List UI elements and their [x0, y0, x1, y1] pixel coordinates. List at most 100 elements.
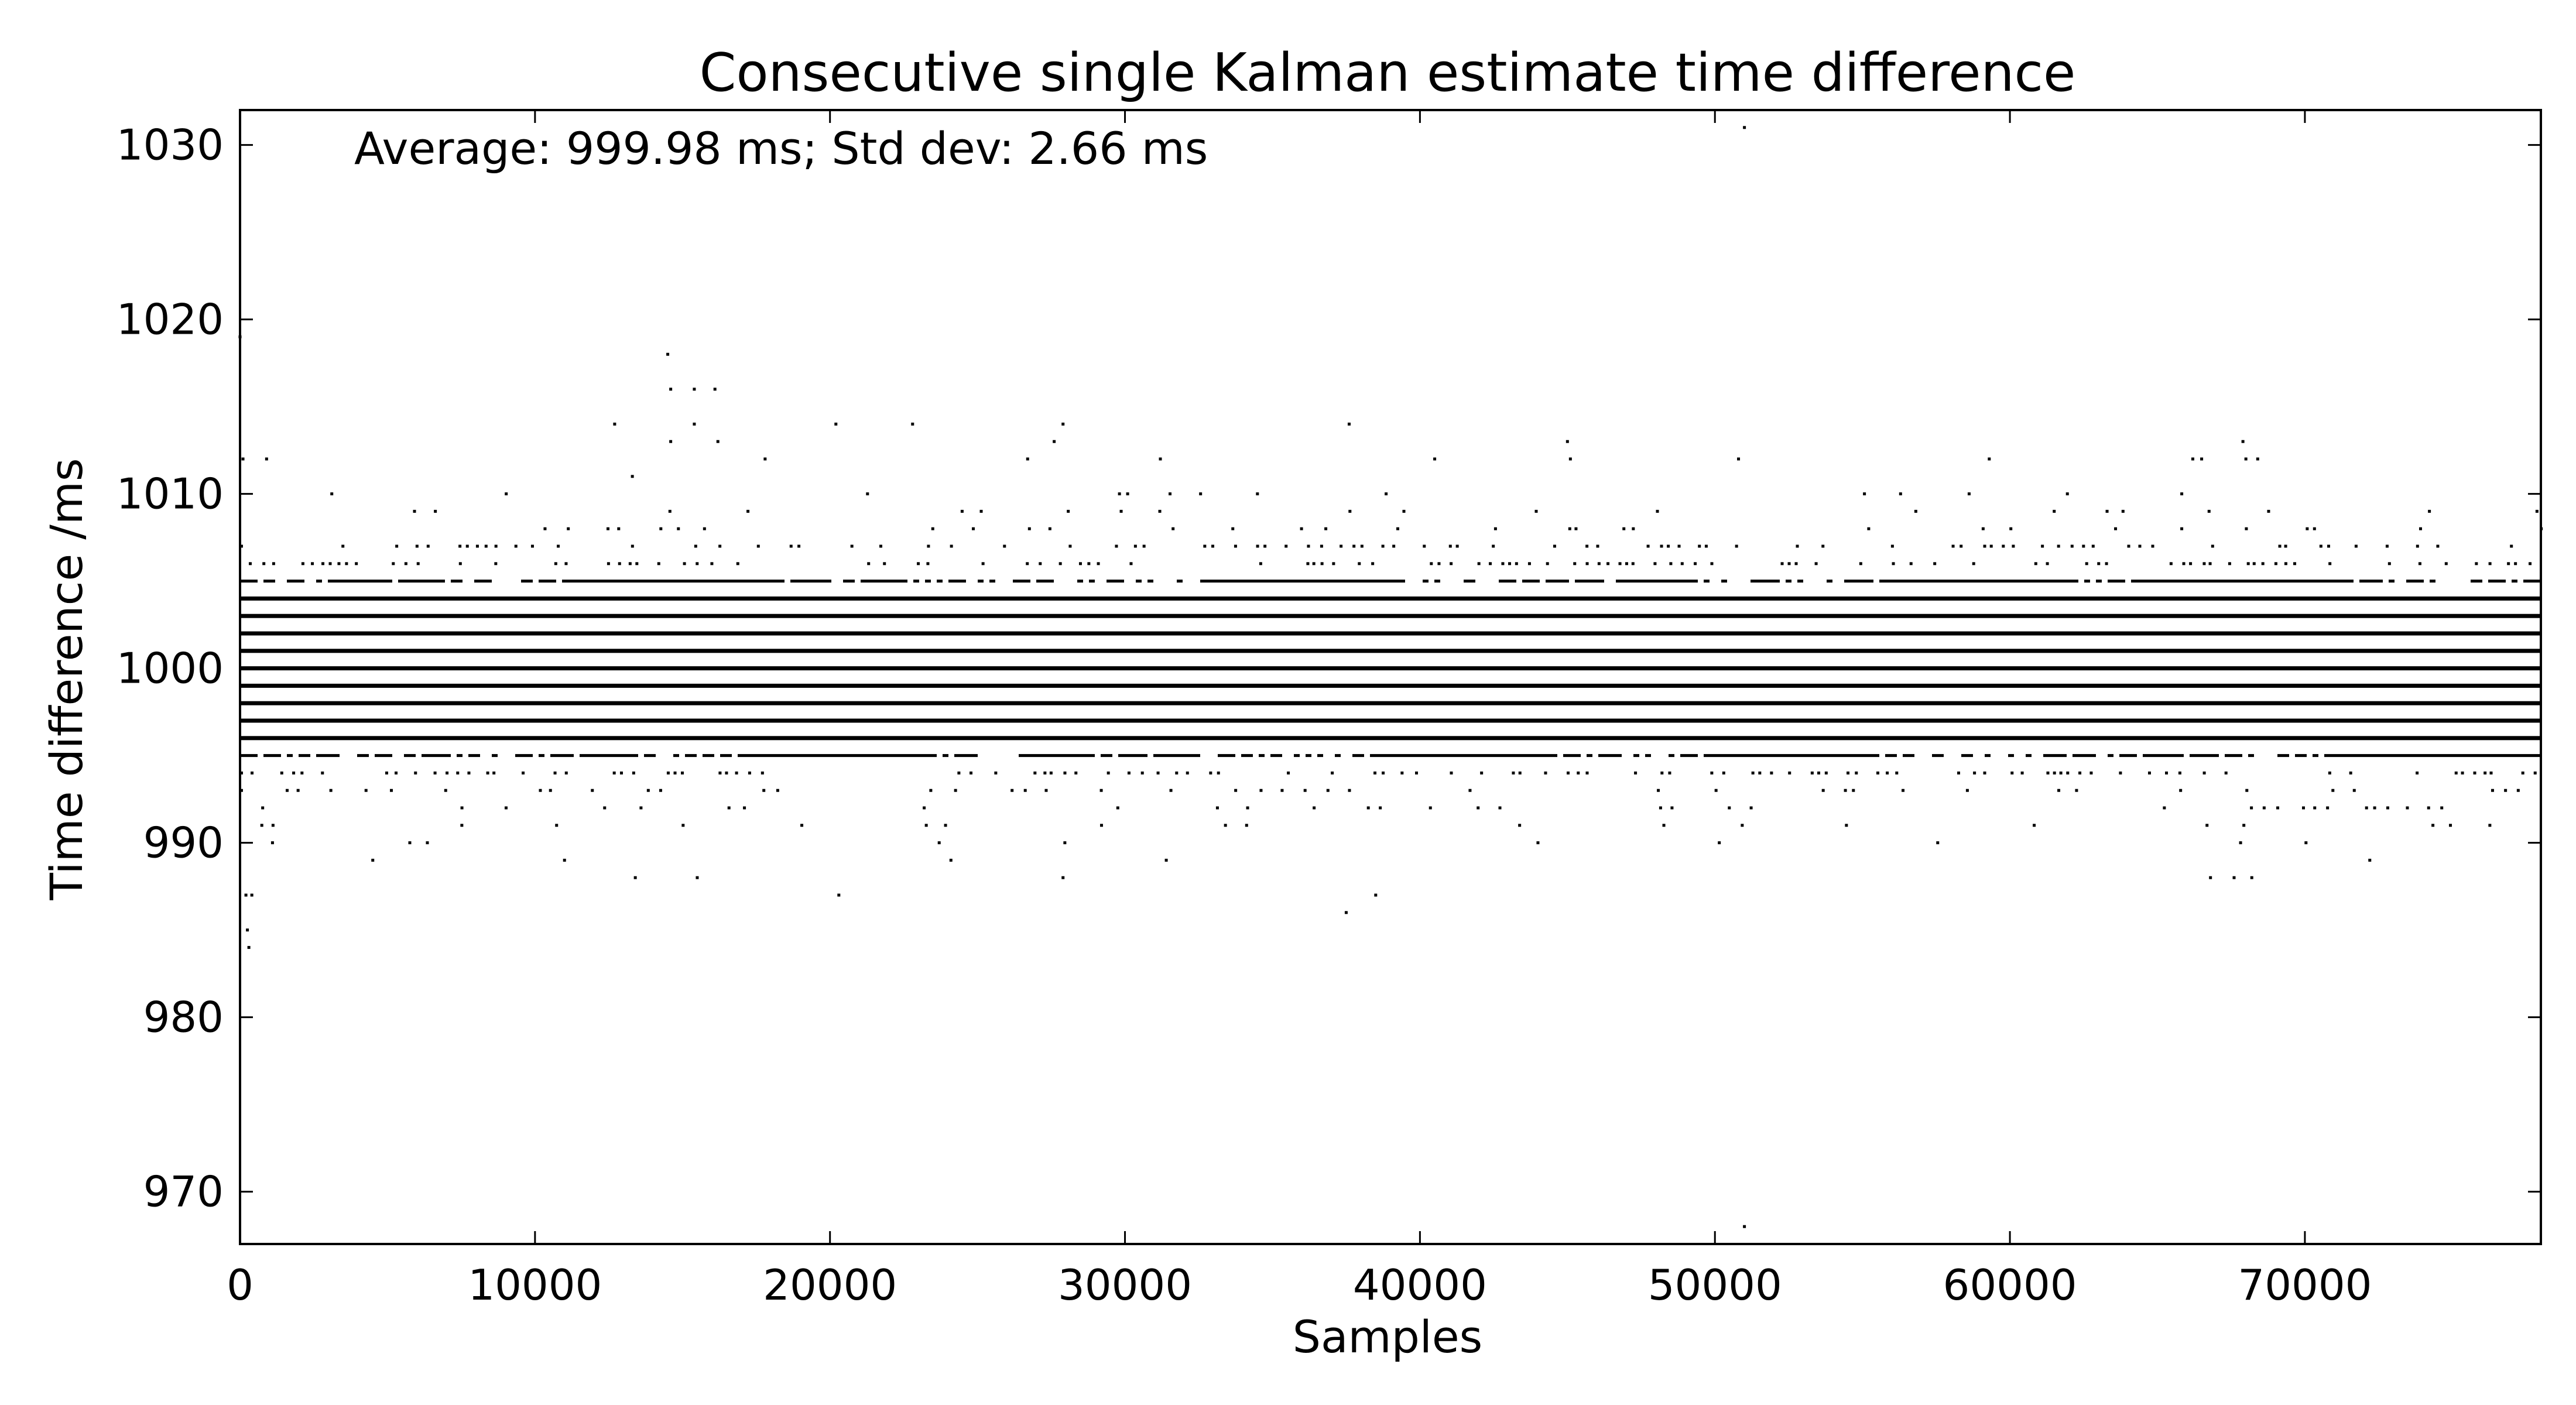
data-point	[1938, 580, 1944, 582]
data-point	[1399, 754, 1405, 757]
data-point	[550, 580, 556, 582]
data-point	[2365, 807, 2368, 810]
data-point	[1348, 510, 1351, 513]
data-point	[293, 580, 299, 582]
data-point	[1434, 580, 1440, 582]
data-point	[825, 754, 831, 757]
data-point	[1039, 562, 1042, 565]
data-point	[410, 580, 416, 582]
data-point	[938, 841, 941, 844]
data-point	[1468, 789, 1471, 792]
data-point	[2207, 580, 2213, 582]
data-point	[292, 772, 295, 775]
data-point	[800, 824, 803, 827]
data-point	[2205, 824, 2208, 827]
data-point	[2060, 772, 2063, 775]
data-point	[328, 562, 331, 565]
data-point	[480, 580, 486, 582]
data-point	[1933, 562, 1936, 565]
data-point	[2465, 754, 2471, 757]
outlier-point	[271, 841, 274, 844]
data-point	[1171, 527, 1174, 530]
data-point	[714, 580, 720, 582]
data-point	[2307, 580, 2313, 582]
data-point	[1704, 580, 1710, 582]
data-point	[2386, 545, 2389, 548]
data-point	[1294, 580, 1300, 582]
data-point	[2078, 772, 2081, 775]
data-point	[1307, 545, 1310, 548]
data-point	[1331, 772, 1334, 775]
data-point	[2225, 772, 2228, 775]
data-point	[950, 545, 953, 548]
data-point	[1120, 510, 1123, 513]
data-point	[1340, 545, 1342, 548]
data-point	[439, 754, 445, 757]
data-point	[2002, 545, 2005, 548]
data-point	[1899, 492, 1902, 495]
data-point	[262, 562, 265, 565]
data-point	[1347, 580, 1352, 582]
data-point	[748, 772, 751, 775]
data-point	[2213, 754, 2219, 757]
data-point	[1657, 789, 1660, 792]
data-point	[2008, 580, 2014, 582]
y-tick-label: 1000	[117, 644, 224, 693]
data-point	[1850, 580, 1856, 582]
data-point	[779, 754, 785, 757]
data-point	[422, 754, 427, 757]
data-point	[275, 754, 281, 757]
data-point	[1177, 754, 1183, 757]
outlier-point	[1743, 1225, 1746, 1228]
outlier-point	[911, 423, 914, 426]
data-point	[2172, 754, 2178, 757]
data-point	[1546, 580, 1551, 582]
data-point	[1311, 580, 1317, 582]
data-point	[1118, 580, 1124, 582]
data-point	[2277, 754, 2283, 757]
data-point	[1573, 562, 1576, 565]
data-point	[1200, 580, 1206, 582]
data-point	[261, 824, 263, 827]
data-point	[866, 580, 872, 582]
data-point	[1809, 754, 1815, 757]
data-point	[2490, 772, 2493, 775]
data-point	[1059, 562, 1062, 565]
data-point	[1516, 754, 1522, 757]
data-point	[286, 789, 289, 792]
data-point	[1241, 580, 1247, 582]
data-point	[1715, 754, 1721, 757]
data-point	[2057, 545, 2060, 548]
data-point	[1019, 580, 1025, 582]
data-point	[2330, 580, 2336, 582]
data-point	[2529, 754, 2535, 757]
data-point	[2043, 754, 2049, 757]
data-point	[2277, 580, 2283, 582]
data-point	[1551, 580, 1557, 582]
data-point	[246, 754, 252, 757]
outlier-point	[563, 859, 566, 862]
data-point	[1499, 580, 1505, 582]
data-point	[1379, 807, 1382, 810]
data-point	[1068, 545, 1071, 548]
data-point	[1393, 580, 1399, 582]
data-point	[1245, 824, 1248, 827]
data-band-997	[240, 719, 2541, 723]
data-point	[2113, 580, 2119, 582]
data-point	[2283, 580, 2289, 582]
data-point	[486, 580, 492, 582]
data-point	[1492, 545, 1495, 548]
data-band-1003	[240, 614, 2541, 618]
outlier-point	[2233, 876, 2236, 879]
data-point	[1510, 754, 1516, 757]
data-point	[2066, 492, 2069, 495]
data-point	[960, 580, 966, 582]
data-point	[697, 580, 703, 582]
data-point	[1604, 754, 1610, 757]
data-point	[1966, 789, 1969, 792]
data-point	[2395, 754, 2400, 757]
data-point	[1392, 545, 1395, 548]
data-point	[631, 545, 634, 548]
data-point	[1235, 580, 1241, 582]
data-point	[365, 789, 368, 792]
